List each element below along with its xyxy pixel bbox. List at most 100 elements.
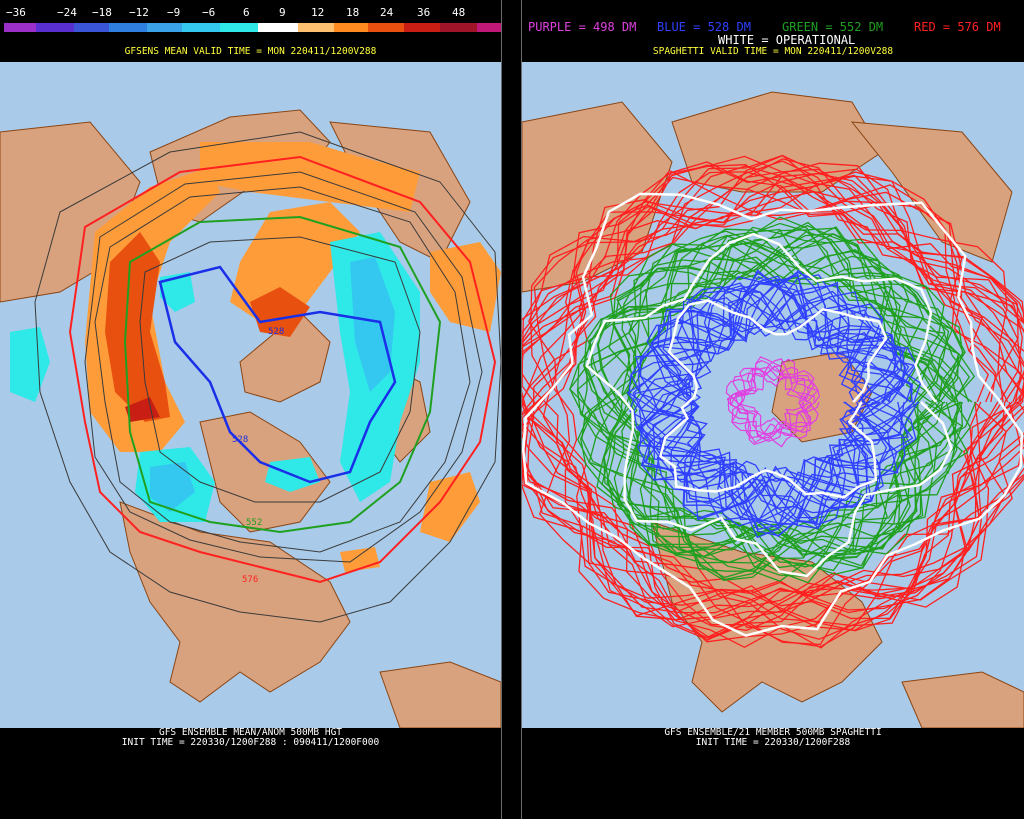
legend-swatch: [298, 23, 334, 32]
north-america-land: [119, 501, 351, 703]
spaghetti-line-498: [731, 358, 819, 442]
legend-swatch: [147, 23, 182, 32]
contour-labels: 528 528 552 576: [232, 327, 284, 585]
spaghetti-line-528: [628, 287, 905, 529]
negative-anomalies: [10, 232, 420, 522]
height-contours: [34, 131, 501, 623]
anomaly-negative-small: [160, 272, 195, 312]
south-america-land: [901, 671, 1024, 728]
legend-swatch: [74, 23, 109, 32]
legend-white: WHITE = OPERATIONAL: [718, 33, 856, 47]
anomaly-negative-asia-inner: [350, 257, 395, 392]
legend-blue: BLUE = 528 DM: [657, 20, 751, 34]
legend-label: −6: [202, 6, 216, 19]
south-america-land: [379, 661, 501, 728]
contour-outer: [34, 131, 501, 623]
legend-label: 6: [243, 6, 250, 19]
contour-inner-1: [94, 186, 471, 553]
contour-528: [158, 265, 397, 484]
legend-label: 12: [311, 6, 325, 19]
legend-swatch: [182, 23, 220, 32]
spaghetti-line-576: [526, 161, 1024, 627]
spaghetti-line-576: [522, 172, 1022, 639]
legend-red: RED = 576 DM: [914, 20, 1001, 34]
panel-divider: [501, 0, 522, 819]
legend-label: 18: [346, 6, 360, 19]
anomaly-strong-pacific: [105, 232, 170, 422]
spaghetti-map: [522, 62, 1024, 728]
spaghetti-line-528: [636, 290, 917, 537]
legend-label: −18: [92, 6, 112, 19]
legend-label: 48: [452, 6, 466, 19]
land-masses: [0, 109, 501, 728]
legend-label: 9: [279, 6, 286, 19]
legend-swatch: [36, 23, 74, 32]
spaghetti-line-498: [726, 366, 820, 439]
divider-line: [501, 0, 502, 819]
ensemble-mean-panel: −36 −24 −18 −12 −9 −6 6 9 12 18 24 36 48…: [0, 0, 525, 819]
contour-label-552: 552: [246, 518, 262, 528]
spaghetti-line-576: [530, 171, 1024, 628]
contour-label-528: 528: [232, 435, 248, 445]
spaghetti-valid-time: SPAGHETTI VALID TIME = MON 220411/1200V2…: [652, 46, 894, 57]
spaghetti-line-528: [626, 282, 915, 526]
anomaly-positive-atlantic: [420, 472, 480, 542]
mean-footer-init-time: INIT TIME = 220330/1200F288 : 090411/120…: [121, 737, 380, 748]
legend-label: 36: [417, 6, 431, 19]
legend-swatch: [440, 23, 477, 32]
contour-inner-3: [139, 236, 421, 503]
spaghetti-footer-title: GFS ENSEMBLE/21 MEMBER 500MB SPAGHETTI: [664, 727, 882, 738]
asia-west: [522, 101, 673, 293]
spaghetti-line-528: [638, 271, 917, 521]
legend-label: −24: [57, 6, 77, 19]
spaghetti-footer-init-time: INIT TIME = 220330/1200F288: [695, 737, 851, 748]
contour-inner-2: [84, 171, 483, 563]
spaghetti-line-552: [581, 233, 976, 564]
operational-line-552: [585, 232, 953, 578]
legend-swatch: [404, 23, 440, 32]
spaghetti-line-528: [646, 274, 916, 530]
legend-swatch: [4, 23, 36, 32]
spaghetti-line-528: [633, 275, 922, 538]
spaghetti-line-576: [533, 191, 1013, 621]
legend-swatch: [220, 23, 258, 32]
legend-label: −12: [129, 6, 149, 19]
spaghetti-footer: GFS ENSEMBLE/21 MEMBER 500MB SPAGHETTI I…: [522, 728, 1024, 748]
spaghetti-line-576: [522, 154, 1024, 648]
spaghetti-line-552: [568, 243, 961, 559]
spaghetti-line-552: [603, 243, 954, 558]
contour-label-528: 528: [268, 327, 284, 337]
asia-land: [850, 121, 1013, 263]
spaghetti-line-576: [522, 168, 1024, 643]
contour-label-576: 576: [242, 575, 258, 585]
legend-swatch: [109, 23, 147, 32]
ensemble-mean-map: 528 528 552 576: [0, 62, 501, 728]
anomaly-strong-arctic: [250, 287, 310, 337]
anomaly-negative-canada-inner: [150, 462, 195, 512]
anomaly-color-bar: [4, 23, 525, 32]
spaghetti-lines: [522, 154, 1024, 649]
mean-valid-time: GFSENS MEAN VALID TIME = MON 220411/1200…: [124, 46, 377, 57]
contour-576: [68, 155, 497, 584]
legend-swatch: [258, 23, 298, 32]
spaghetti-line-528: [638, 285, 910, 519]
spaghetti-line-576: [522, 168, 1024, 631]
spaghetti-map-svg: [522, 91, 1024, 728]
mean-footer: GFS ENSEMBLE MEAN/ANOM 500MB HGT INIT TI…: [0, 728, 501, 748]
spaghetti-line-552: [597, 226, 971, 567]
anomaly-positive-arctic: [230, 202, 360, 322]
legend-label: −9: [167, 6, 181, 19]
legend-green: GREEN = 552 DM: [782, 20, 884, 34]
spaghetti-line-552: [603, 226, 977, 572]
anomaly-peak-pacific: [125, 397, 160, 422]
legend-swatch: [334, 23, 368, 32]
spaghetti-panel: PURPLE = 498 DM BLUE = 528 DM GREEN = 55…: [522, 0, 1024, 819]
operational-line-576: [522, 192, 1024, 637]
spaghetti-line-552: [577, 230, 960, 579]
spaghetti-line-576: [528, 162, 1024, 632]
spaghetti-line-552: [569, 221, 972, 582]
mean-map-svg: 528 528 552 576: [0, 109, 501, 728]
operational-line-528: [658, 299, 888, 499]
contour-552: [123, 215, 442, 534]
divider-line: [521, 0, 522, 819]
